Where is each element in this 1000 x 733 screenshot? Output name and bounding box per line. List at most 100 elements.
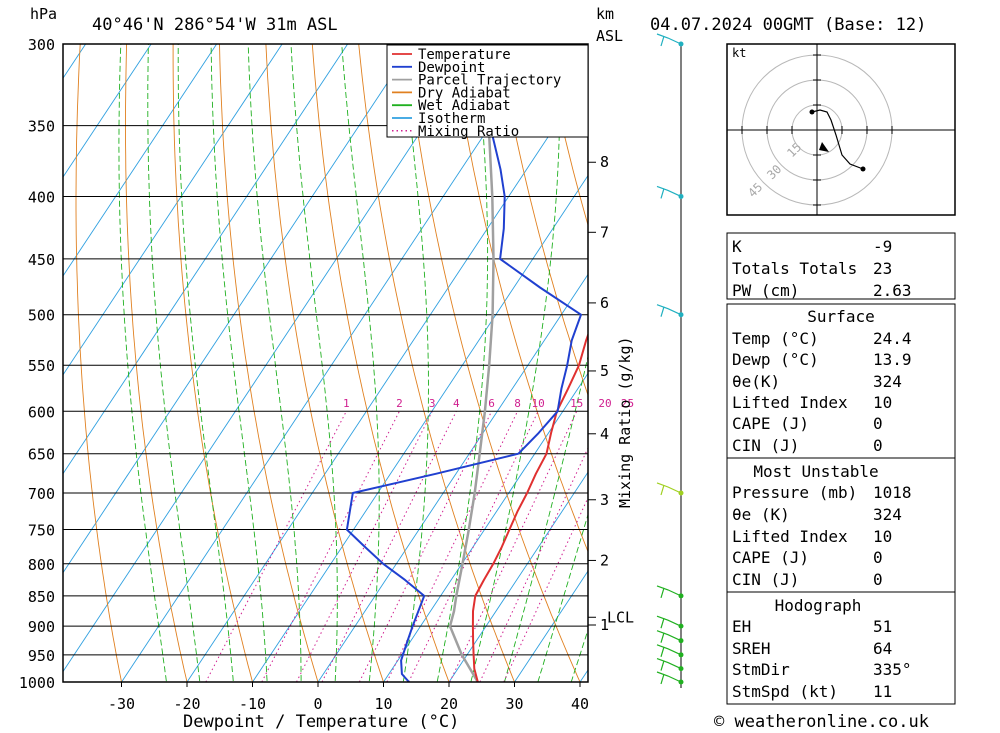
mixing-ratio-label: 3 xyxy=(429,397,436,410)
temperature-tick-label: 30 xyxy=(505,695,523,713)
stmspd-value: 11 xyxy=(873,682,892,701)
isotherm-line xyxy=(63,44,218,277)
legend-label: Isotherm xyxy=(418,111,485,127)
wind-barbs xyxy=(656,33,684,685)
pw-label: PW (cm) xyxy=(732,281,799,300)
totals-totals-value: 23 xyxy=(873,259,892,278)
mu-theta-label: θe (K) xyxy=(732,505,790,524)
wet-adiabat-line xyxy=(570,628,588,682)
wind-barb xyxy=(656,482,682,494)
hodograph-table-box xyxy=(726,591,956,705)
legend-label: Dry Adiabat xyxy=(418,85,511,101)
wind-barb-flag xyxy=(660,35,665,47)
surface-temp-label: Temp (°C) xyxy=(732,329,819,348)
hodograph-start-point xyxy=(809,109,815,115)
pressure-tick-label: 750 xyxy=(28,522,55,540)
mixing-ratio-line xyxy=(205,411,347,682)
dewpoint-series xyxy=(345,44,582,682)
surface-cin-value: 0 xyxy=(873,436,883,455)
wind-barb-flag xyxy=(660,484,665,496)
isotherm-line xyxy=(252,174,588,682)
surface-cape-label: CAPE (J) xyxy=(732,414,809,433)
mu-theta-value: 324 xyxy=(873,505,902,524)
pressure-tick-label: 500 xyxy=(28,307,55,325)
dry-adiabat-line xyxy=(543,44,588,227)
surface-temp-value: 24.4 xyxy=(873,329,912,348)
dry-adiabat-line xyxy=(172,44,253,682)
legend-label: Parcel Trajectory xyxy=(418,73,561,89)
height-tick-label: 5 xyxy=(600,362,609,380)
mu-cape-value: 0 xyxy=(873,548,883,567)
height-tick-label: 2 xyxy=(600,551,609,569)
dry-adiabat-line xyxy=(311,44,450,682)
mixing-ratio-axis-label: Mixing Ratio (g/kg) xyxy=(616,336,634,508)
mixing-ratio-label: 4 xyxy=(453,397,460,410)
wind-barb-flag xyxy=(660,617,665,629)
hodograph-unit-label: kt xyxy=(732,46,746,60)
mixing-ratio-label: 15 xyxy=(570,397,583,410)
isotherm-line xyxy=(63,44,152,178)
wind-barb xyxy=(656,630,682,642)
temperature-tick-label: -30 xyxy=(108,695,135,713)
wind-barb xyxy=(656,33,682,45)
mu-cin-value: 0 xyxy=(873,570,883,589)
wind-barb-flag xyxy=(660,188,665,199)
most-unstable-box xyxy=(726,457,956,593)
pressure-tick-label: 1000 xyxy=(19,674,55,692)
location-title: 40°46'N 286°54'W 31m ASL xyxy=(92,15,338,35)
surface-theta-value: 324 xyxy=(873,372,902,391)
wet-adiabat-line xyxy=(537,513,588,682)
pressure-tick-label: 700 xyxy=(28,485,55,503)
pressure-tick-label: 350 xyxy=(28,118,55,136)
legend-label: Mixing Ratio xyxy=(418,124,519,140)
mixing-ratio-line xyxy=(503,496,588,682)
mu-pressure-value: 1018 xyxy=(873,483,912,502)
dry-adiabat-line xyxy=(497,44,588,397)
wind-barb xyxy=(656,615,682,627)
mixing-ratio-label: 2 xyxy=(396,397,403,410)
pressure-tick-label: 600 xyxy=(28,403,55,421)
mixing-ratio-label: 1 xyxy=(343,397,350,410)
wind-barb-flag xyxy=(660,646,665,657)
pressure-tick-label: 300 xyxy=(28,36,55,54)
pressure-tick-label: 450 xyxy=(28,251,55,269)
temperature-series xyxy=(471,332,588,682)
surface-dewp-value: 13.9 xyxy=(873,350,912,369)
dry-adiabat-line xyxy=(451,44,588,553)
surface-title: Surface xyxy=(807,307,874,326)
wet-adiabat-line xyxy=(247,44,302,682)
k-index-label: K xyxy=(732,237,742,256)
sreh-label: SREH xyxy=(732,639,771,658)
dry-adiabat-line xyxy=(75,44,122,682)
mixing-ratio-line xyxy=(479,446,588,682)
mixing-ratio-line xyxy=(408,411,539,682)
hodograph-trace xyxy=(811,109,864,170)
profile-lines xyxy=(345,44,588,682)
wet-adiabat-line xyxy=(341,44,380,682)
dry-adiabat-line xyxy=(219,44,319,682)
copyright-footer[interactable]: © weatheronline.co.uk xyxy=(714,712,929,732)
k-index-value: -9 xyxy=(873,237,892,256)
pressure-tick-label: 800 xyxy=(28,556,55,574)
wind-barb xyxy=(656,658,682,670)
totals-totals-label: Totals Totals xyxy=(732,259,857,278)
wet-adiabat-line xyxy=(210,44,268,682)
temperature-tick-labels: -30 -20 -10 0 10 20 30 40 xyxy=(108,682,589,713)
pw-value: 2.63 xyxy=(873,281,912,300)
mixing-ratio-line xyxy=(261,411,400,682)
mu-cape-label: CAPE (J) xyxy=(732,548,809,567)
wind-barb-flag xyxy=(660,660,665,671)
x-axis-label: Dewpoint / Temperature (°C) xyxy=(183,712,459,732)
mixing-ratio-label: 6 xyxy=(488,397,495,410)
mixing-ratio-line xyxy=(358,411,493,682)
pressure-tick-label: 550 xyxy=(28,357,55,375)
dry-adiabat-line xyxy=(265,44,384,682)
most-unstable-title: Most Unstable xyxy=(753,462,878,481)
height-tick-label: 8 xyxy=(600,153,609,171)
legend-label: Wet Adiabat xyxy=(418,98,511,114)
eh-value: 51 xyxy=(873,617,892,636)
wind-barb xyxy=(656,671,682,683)
